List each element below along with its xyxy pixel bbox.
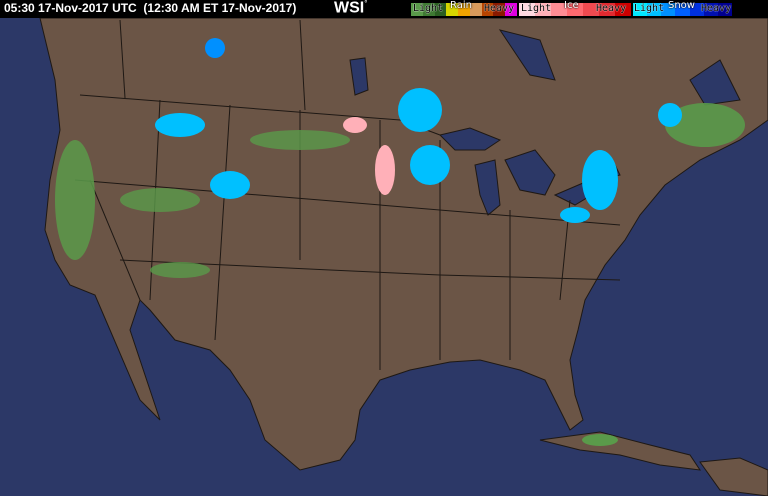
legend-swatch — [411, 3, 423, 16]
legend-swatch — [703, 3, 718, 16]
legend-rain-light: Light — [413, 3, 444, 14]
legend-swatch — [535, 3, 551, 16]
state-borders — [74, 19, 621, 370]
legend-snow-heavy: Heavy — [701, 3, 732, 14]
legend-ice-light: Light — [521, 3, 552, 14]
logo-mark: ° — [364, 0, 368, 8]
legend-ice-heavy: Heavy — [596, 3, 627, 14]
legend-rain-title: Rain — [450, 0, 472, 11]
legend-swatch — [434, 3, 447, 16]
legend-swatch — [675, 3, 690, 16]
logo-text: WSI — [334, 0, 365, 17]
legend-snow — [633, 3, 732, 16]
legend-ice-title: Ice — [564, 0, 579, 11]
legend-rain — [411, 3, 518, 16]
legend-swatch — [567, 3, 583, 16]
legend-swatch — [717, 3, 732, 16]
legend-swatch — [599, 3, 615, 16]
legend-swatch — [446, 3, 459, 16]
legend-swatch — [615, 3, 631, 16]
legend-snow-light: Light — [634, 3, 665, 14]
precipitation-echoes — [55, 38, 745, 446]
legend-swatch — [647, 3, 662, 16]
wsi-logo: WSI° — [334, 0, 367, 17]
legend-swatch — [519, 3, 535, 16]
legend-swatch — [551, 3, 567, 16]
legend-swatch — [469, 3, 482, 16]
legend-swatch — [458, 3, 470, 16]
land — [39, 17, 768, 496]
legend-swatch — [422, 3, 435, 16]
legend-rain-heavy: Heavy — [484, 3, 515, 14]
legend-swatch — [633, 3, 648, 16]
header-bar: 05:30 17-Nov-2017 UTC (12:30 AM ET 17-No… — [0, 0, 768, 18]
legend-ice — [519, 3, 631, 16]
legend-swatch — [661, 3, 676, 16]
legend-snow-title: Snow — [668, 0, 695, 11]
legend-swatch — [505, 3, 518, 16]
legend-swatch — [493, 3, 506, 16]
legend-swatch — [689, 3, 704, 16]
legend-swatch — [583, 3, 599, 16]
timestamp: 05:30 17-Nov-2017 UTC (12:30 AM ET 17-No… — [4, 1, 297, 15]
legend-swatch — [481, 3, 494, 16]
